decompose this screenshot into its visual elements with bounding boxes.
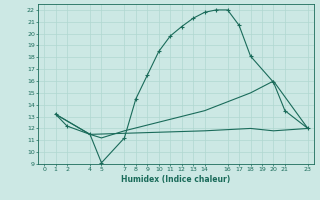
X-axis label: Humidex (Indice chaleur): Humidex (Indice chaleur): [121, 175, 231, 184]
